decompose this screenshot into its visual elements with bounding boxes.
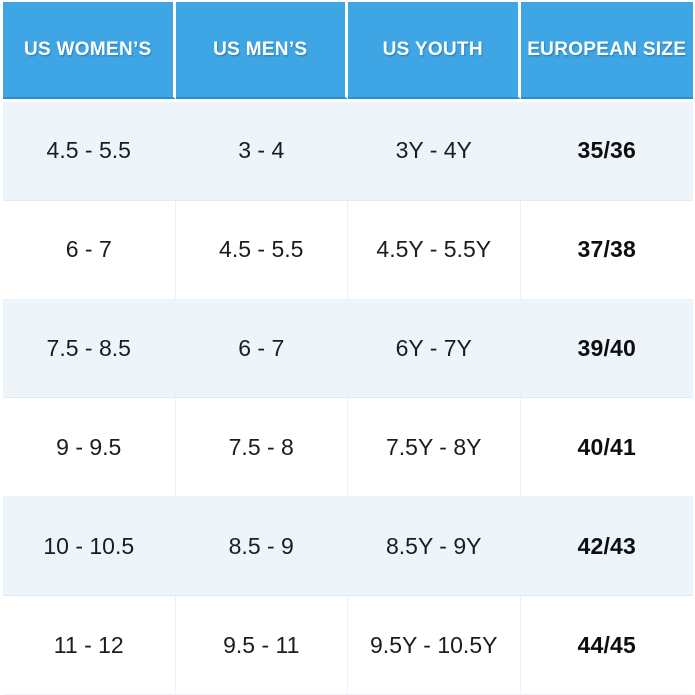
header-us-mens: US MEN’S [175,2,348,99]
table-header-row: US WOMEN’S US MEN’S US YOUTH EUROPEAN SI… [3,2,693,99]
cell-us-mens: 3 - 4 [175,102,348,201]
cell-us-mens: 4.5 - 5.5 [175,200,348,300]
cell-us-mens: 9.5 - 11 [175,596,348,695]
cell-european-size: 37/38 [520,200,693,300]
cell-us-womens: 7.5 - 8.5 [3,299,176,399]
header-european-size: EUROPEAN SIZE [520,2,693,99]
table-row: 11 - 12 9.5 - 11 9.5Y - 10.5Y 44/45 [3,596,693,695]
cell-european-size: 44/45 [520,596,693,695]
cell-us-youth: 9.5Y - 10.5Y [348,596,521,695]
cell-european-size: 40/41 [520,398,693,498]
table-row: 10 - 10.5 8.5 - 9 8.5Y - 9Y 42/43 [3,497,693,597]
cell-european-size: 35/36 [520,102,693,201]
cell-us-mens: 7.5 - 8 [175,398,348,498]
cell-us-youth: 8.5Y - 9Y [348,497,521,597]
table-row: 7.5 - 8.5 6 - 7 6Y - 7Y 39/40 [3,299,693,399]
cell-european-size: 39/40 [520,299,693,399]
header-us-womens: US WOMEN’S [3,2,176,99]
header-us-youth: US YOUTH [348,2,521,99]
cell-us-womens: 4.5 - 5.5 [3,102,176,201]
table-row: 6 - 7 4.5 - 5.5 4.5Y - 5.5Y 37/38 [3,200,693,300]
cell-european-size: 42/43 [520,497,693,597]
cell-us-youth: 3Y - 4Y [348,102,521,201]
cell-us-womens: 10 - 10.5 [3,497,176,597]
cell-us-youth: 4.5Y - 5.5Y [348,200,521,300]
cell-us-youth: 6Y - 7Y [348,299,521,399]
cell-us-mens: 8.5 - 9 [175,497,348,597]
table-body: 4.5 - 5.5 3 - 4 3Y - 4Y 35/36 6 - 7 4.5 … [3,102,693,695]
cell-us-mens: 6 - 7 [175,299,348,399]
cell-us-womens: 11 - 12 [3,596,176,695]
table-row: 9 - 9.5 7.5 - 8 7.5Y - 8Y 40/41 [3,398,693,498]
cell-us-womens: 9 - 9.5 [3,398,176,498]
cell-us-womens: 6 - 7 [3,200,176,300]
cell-us-youth: 7.5Y - 8Y [348,398,521,498]
table-row: 4.5 - 5.5 3 - 4 3Y - 4Y 35/36 [3,102,693,201]
